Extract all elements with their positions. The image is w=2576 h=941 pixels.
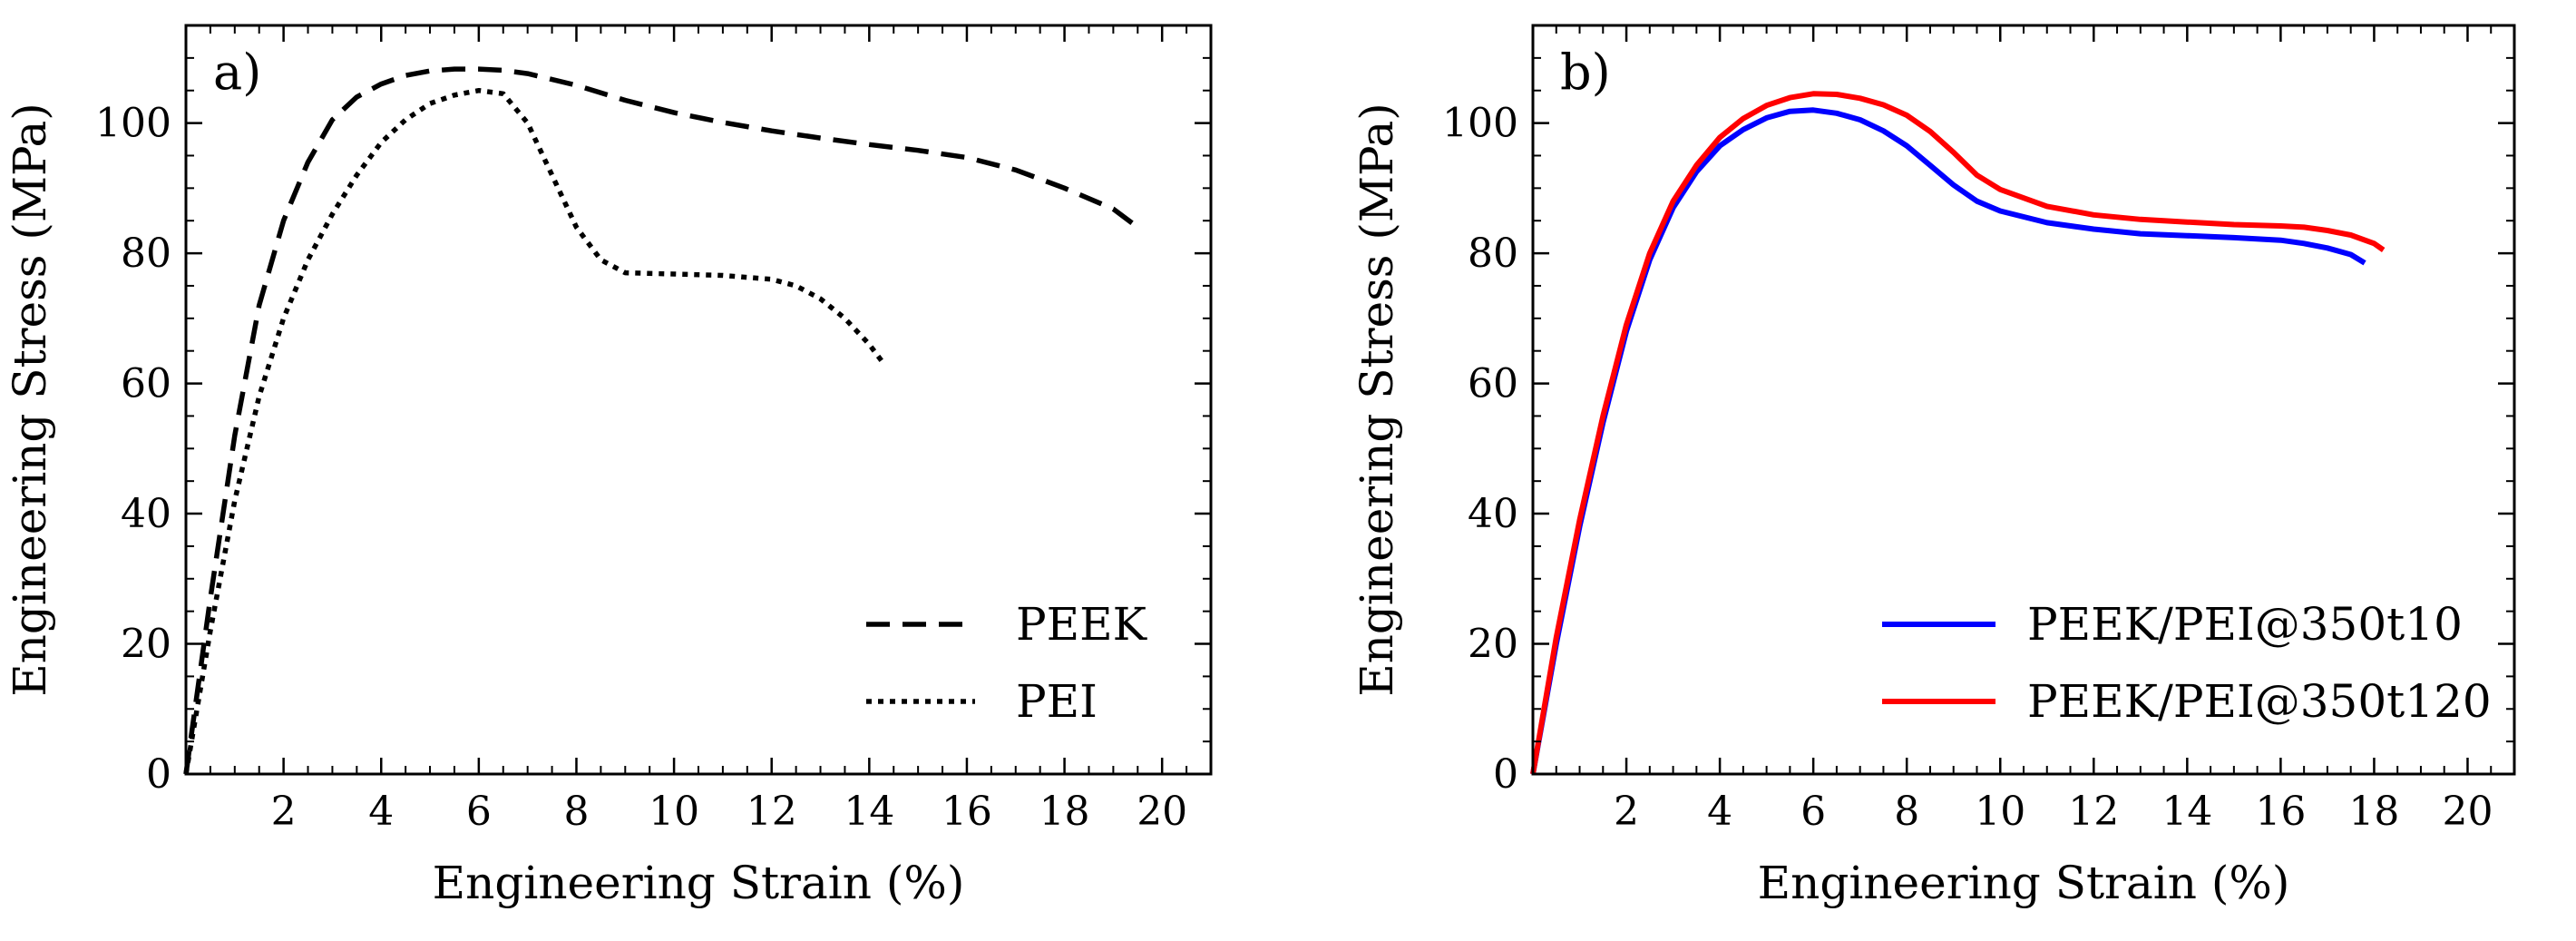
- legend-label: PEI: [1016, 675, 1098, 728]
- x-tick-label: 18: [1039, 789, 1090, 835]
- panel-a-axes-frame: [184, 24, 1213, 776]
- x-tick-label: 6: [466, 789, 492, 835]
- y-tick-label: 60: [1468, 361, 1518, 407]
- chart-panel-b: 2 4 6 8 10 12 14 16 18 20 0 20 40 60 80 100 b) Engineer…: [1351, 24, 2516, 909]
- y-tick-label: 80: [1468, 230, 1518, 277]
- panel-b-ticks: 2 4 6 8 10 12 14 16 18 20 0 20 40 60 80 100: [1442, 25, 2514, 835]
- y-tick-label: 40: [121, 491, 171, 537]
- panel-b-y-axis-label: Engineering Stress (MPa): [1351, 103, 1403, 697]
- x-tick-label: 4: [1707, 789, 1732, 835]
- chart-panel-a: 2 4 6 8 10 12 14 16 18 20 0 20 40 60 80 100 a) Engineer…: [4, 24, 1213, 909]
- panel-b-plot-area: [1530, 91, 2386, 775]
- legend-label: PEEK/PEI@350t120: [2027, 675, 2492, 728]
- y-tick-label: 0: [146, 751, 171, 798]
- panel-a-legend: PEEK PEI: [866, 598, 1148, 728]
- x-tick-label: 20: [2442, 789, 2493, 835]
- x-tick-label: 8: [563, 789, 589, 835]
- y-tick-label: 40: [1468, 491, 1518, 537]
- x-tick-label: 6: [1800, 789, 1826, 835]
- y-tick-label: 100: [95, 101, 171, 147]
- x-tick-label: 14: [2161, 789, 2212, 835]
- y-tick-label: 60: [121, 361, 171, 407]
- y-tick-label: 20: [1468, 622, 1518, 668]
- y-tick-label: 80: [121, 230, 171, 277]
- panel-b-legend: PEEK/PEI@350t10 PEEK/PEI@350t120: [1882, 598, 2492, 728]
- x-tick-label: 10: [1975, 789, 2025, 835]
- legend-label: PEEK: [1016, 598, 1148, 651]
- x-tick-label: 16: [2255, 789, 2306, 835]
- panel-b-x-axis-label: Engineering Strain (%): [1758, 857, 2290, 909]
- x-tick-label: 20: [1137, 789, 1187, 835]
- y-tick-label: 0: [1493, 751, 1518, 798]
- x-tick-label: 2: [271, 789, 297, 835]
- panel-b-axes-frame: [1531, 24, 2516, 776]
- series-line-peek-pei-350t120: [1530, 91, 2386, 775]
- panel-a-x-axis-label: Engineering Strain (%): [433, 857, 965, 909]
- panel-a-y-axis-label: Engineering Stress (MPa): [4, 103, 56, 697]
- x-tick-label: 12: [2068, 789, 2119, 835]
- series-line-peek: [183, 66, 1139, 775]
- x-tick-label: 2: [1614, 789, 1639, 835]
- legend-label: PEEK/PEI@350t10: [2027, 598, 2463, 651]
- panel-a-ticks: 2 4 6 8 10 12 14 16 18 20 0 20 40 60 80 100: [95, 25, 1211, 835]
- x-tick-label: 14: [844, 789, 894, 835]
- x-tick-label: 16: [942, 789, 992, 835]
- x-tick-label: 12: [746, 789, 797, 835]
- x-tick-label: 18: [2348, 789, 2399, 835]
- y-tick-label: 20: [121, 622, 171, 668]
- panel-a-plot-area: [183, 66, 1139, 775]
- panel-b-label: b): [1560, 44, 1611, 101]
- y-tick-label: 100: [1442, 101, 1518, 147]
- x-tick-label: 8: [1894, 789, 1919, 835]
- x-tick-label: 10: [649, 789, 699, 835]
- x-tick-label: 4: [368, 789, 394, 835]
- series-line-pei: [183, 87, 886, 775]
- panel-a-label: a): [213, 44, 261, 101]
